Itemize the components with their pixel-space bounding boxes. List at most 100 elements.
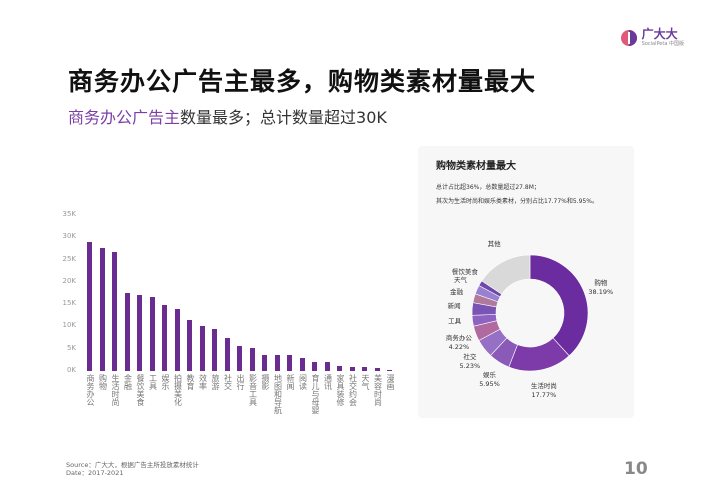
donut-label: 社交 5.23% — [450, 353, 490, 371]
x-tick-label: 金融 — [123, 374, 133, 390]
bar — [212, 328, 217, 371]
slice-name: 餐饮美食 — [451, 267, 478, 276]
bar — [87, 241, 92, 371]
x-tick-label: 商务办公 — [86, 374, 95, 406]
x-tick-label: 效率 — [198, 374, 208, 390]
x-tick-label: 娱乐 — [161, 374, 170, 390]
date-text: Date：2017-2021 — [66, 469, 124, 477]
y-tick-label: 10K — [62, 321, 77, 330]
slice-name: 生活时尚 — [530, 381, 557, 390]
donut-label: 餐饮美食 — [445, 268, 485, 277]
x-tick-label: 美容时尚 — [373, 374, 383, 406]
slice-name: 社交 — [463, 353, 477, 362]
bar — [112, 251, 117, 371]
x-tick-label: 生活时尚 — [111, 374, 120, 406]
bar — [324, 362, 330, 371]
bar — [362, 367, 367, 371]
x-tick-label: 餐饮美食 — [136, 374, 145, 406]
logo-tagline: SocialPeta 中国版 — [641, 41, 684, 47]
bar — [249, 347, 255, 371]
pie-title: 购物类素材量最大 — [436, 161, 516, 172]
slice-name: 商务办公 — [445, 333, 472, 342]
x-tick-label: 阅读 — [298, 374, 308, 390]
slice-percent: 4.22% — [448, 342, 470, 351]
bar — [149, 297, 155, 371]
source-text: Source：广大大，根据广告主所投放素材统计 — [66, 461, 199, 469]
subtitle-highlight: 商务办公广告主 — [68, 108, 181, 127]
x-tick-label: 工具 — [148, 374, 158, 390]
x-tick-label: 社交约会 — [348, 374, 358, 406]
bar — [312, 362, 317, 371]
page-title: 商务办公广告主最多，购物类素材量最大 — [68, 67, 537, 96]
pie-card — [418, 146, 634, 418]
x-tick-label: 旅游 — [211, 374, 220, 390]
logo-icon — [620, 29, 637, 46]
x-tick-label: 摄影 — [261, 374, 270, 390]
donut-label: 其他 — [474, 240, 514, 249]
slice-name: 娱乐 — [483, 371, 497, 380]
slice-name: 购物 — [594, 279, 608, 288]
logo: 广大大 SocialPeta 中国版 — [620, 28, 684, 47]
y-tick-label: 15K — [62, 299, 77, 308]
bar — [237, 346, 242, 371]
donut-label: 新闻 — [434, 302, 474, 311]
bar — [224, 337, 230, 371]
bar — [287, 355, 292, 371]
x-tick-label: 购物 — [98, 374, 108, 390]
page-number: 10 — [624, 459, 648, 479]
slice-percent: 17.77% — [531, 390, 557, 399]
x-tick-label: 社交 — [223, 374, 233, 390]
slice-name: 天气 — [453, 276, 467, 285]
donut-label: 金融 — [437, 288, 477, 297]
x-tick-label: 拍摄美化 — [173, 374, 183, 406]
pie-note-2: 其次为生活时尚和娱乐类素材，分别占比17.77%和5.95%。 — [436, 198, 598, 205]
y-tick-label: 35K — [62, 210, 77, 218]
slice-percent: 38.19% — [588, 288, 614, 297]
x-tick-label: 家具装修 — [336, 374, 345, 406]
bar — [349, 366, 355, 371]
page-subtitle: 商务办公广告主数量最多；总计数量超过30K — [68, 104, 387, 128]
donut-slice — [529, 254, 589, 357]
x-tick-label: 通讯 — [323, 374, 333, 390]
logo-name: 广大大 — [641, 27, 678, 41]
x-tick-label: 漫画 — [386, 374, 395, 390]
bar — [299, 357, 305, 371]
bar — [262, 354, 267, 371]
slice-name: 新闻 — [447, 301, 461, 310]
x-tick-label: 影音工具 — [248, 374, 258, 406]
subtitle-rest: 数量最多；总计数量超过30K — [180, 108, 387, 127]
bar — [162, 305, 167, 371]
slice-percent: 5.95% — [479, 380, 500, 389]
y-tick-label: 0K — [66, 366, 76, 374]
y-tick-label: 30K — [62, 232, 77, 241]
slice-name: 金融 — [450, 287, 464, 296]
donut-slice — [481, 254, 531, 295]
pie-note-1: 总计占比超36%，总数量超过27.8M； — [436, 184, 540, 191]
bar — [174, 308, 180, 371]
bar — [199, 326, 205, 371]
x-tick-label: 教育 — [186, 374, 195, 390]
bar — [374, 368, 380, 371]
donut-label: 工具 — [435, 317, 475, 326]
donut-label: 商务办公 4.22% — [439, 334, 479, 352]
bar — [99, 248, 105, 371]
slice-percent: 5.23% — [459, 362, 481, 371]
bar — [124, 293, 130, 371]
donut-label: 天气 — [440, 276, 480, 285]
y-tick-label: 5K — [66, 343, 76, 352]
bar — [337, 365, 342, 371]
donut-label: 购物 38.19% — [581, 279, 621, 297]
y-tick-label: 25K — [62, 254, 77, 263]
slice-name: 工具 — [448, 317, 462, 326]
bar — [187, 319, 192, 371]
bar — [387, 370, 392, 371]
bar — [274, 354, 280, 371]
footer: Source：广大大，根据广告主所投放素材统计 Date：2017-2021 — [66, 461, 199, 477]
bar — [137, 295, 142, 371]
donut-label: 娱乐 5.95% — [470, 371, 510, 389]
x-tick-label: 地图和导航 — [273, 374, 283, 414]
x-tick-label: 新闻 — [286, 374, 295, 390]
slice-name: 其他 — [487, 239, 501, 248]
x-tick-label: 出行 — [236, 374, 245, 390]
